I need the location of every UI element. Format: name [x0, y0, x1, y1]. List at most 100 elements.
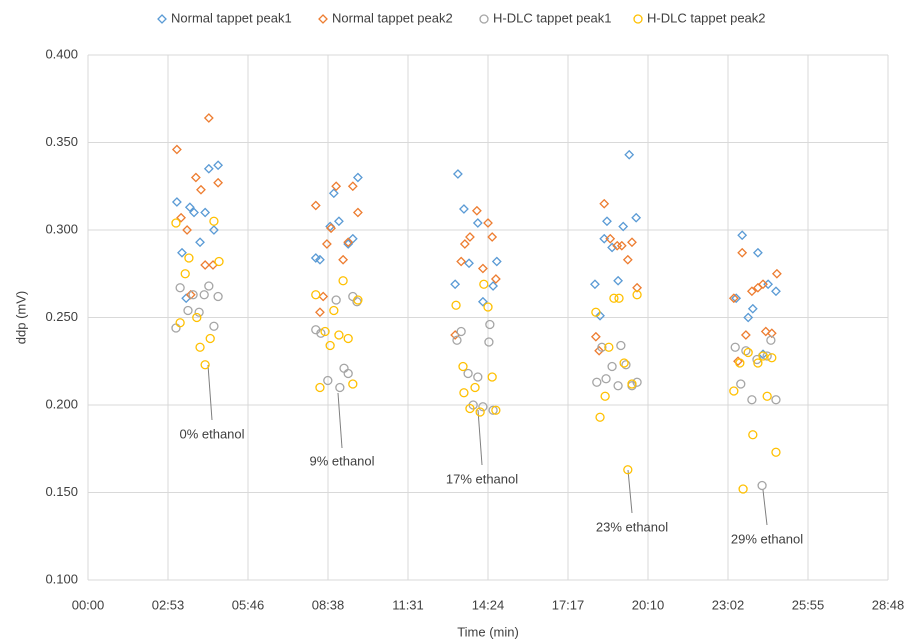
y-axis-title: ddp (mV) [13, 291, 28, 344]
legend-marker [479, 14, 489, 24]
data-point [347, 233, 358, 244]
y-tick-label: 0.200 [45, 396, 78, 411]
data-point [450, 279, 461, 290]
data-point [616, 340, 626, 351]
data-point [752, 247, 763, 258]
data-point [747, 303, 758, 314]
data-point [601, 374, 611, 384]
data-point [456, 256, 467, 267]
data-point [200, 207, 211, 218]
y-tick-label: 0.350 [45, 134, 78, 149]
data-point [459, 388, 469, 398]
annotation: 0% ethanol [179, 426, 244, 441]
data-point [604, 342, 614, 352]
data-point [728, 293, 739, 304]
x-tick-label: 17:17 [552, 597, 585, 612]
data-point [627, 379, 637, 389]
data-point [320, 326, 330, 337]
data-point [209, 216, 219, 226]
data-point [315, 307, 325, 318]
data-point [747, 395, 757, 405]
data-point [205, 333, 215, 344]
legend-marker [157, 14, 167, 24]
data-point [334, 330, 344, 340]
data-point [607, 242, 617, 253]
data-point [729, 386, 739, 396]
data-point [190, 172, 201, 183]
data-point [621, 360, 631, 370]
data-point [766, 335, 776, 345]
data-point [760, 326, 771, 337]
data-point [451, 300, 461, 310]
annotation-line [337, 392, 343, 449]
data-point [746, 286, 757, 297]
data-point [208, 260, 218, 270]
data-point [452, 169, 463, 179]
data-point [452, 335, 462, 345]
x-tick-label: 20:10 [632, 597, 665, 612]
data-point [631, 212, 642, 223]
data-point [459, 239, 470, 249]
data-point [188, 290, 198, 300]
data-point [189, 207, 199, 218]
x-tick-label: 14:24 [472, 597, 505, 612]
legend-label: Normal tappet peak1 [171, 10, 292, 25]
data-point [459, 204, 469, 214]
data-point [599, 198, 610, 209]
data-point [315, 382, 325, 393]
annotation-line [477, 409, 483, 466]
data-point [730, 342, 740, 352]
data-point [622, 254, 633, 265]
data-point [325, 340, 335, 351]
legend-label: Normal tappet peak2 [332, 10, 453, 25]
data-point [771, 395, 781, 405]
y-tick-label: 0.100 [45, 571, 78, 586]
legend-marker [318, 14, 328, 24]
data-point [353, 295, 363, 305]
data-point [331, 295, 341, 305]
data-point [478, 402, 488, 412]
data-point [632, 290, 642, 300]
data-point [176, 212, 186, 223]
data-point [741, 346, 751, 356]
data-point [175, 283, 185, 293]
data-point [182, 225, 192, 235]
y-tick-label: 0.300 [45, 221, 78, 236]
x-tick-label: 00:00 [72, 597, 105, 612]
data-point [484, 337, 494, 347]
data-point [757, 480, 767, 491]
data-point [758, 279, 768, 290]
data-point [597, 342, 607, 352]
data-point [614, 293, 624, 303]
data-point [595, 310, 605, 321]
data-point [339, 363, 349, 373]
data-point [209, 225, 219, 235]
x-tick-label: 25:55 [792, 597, 825, 612]
x-tick-label: 28:48 [872, 597, 905, 612]
data-point [180, 269, 190, 279]
x-tick-label: 05:46 [232, 597, 265, 612]
data-point [483, 218, 493, 228]
data-point [323, 375, 333, 386]
data-point [464, 258, 474, 269]
data-point [352, 207, 363, 218]
data-point [602, 216, 612, 227]
data-point [213, 160, 224, 171]
data-point [477, 263, 488, 274]
data-point [740, 330, 751, 340]
annotation: 9% ethanol [309, 453, 374, 468]
data-point [171, 218, 181, 228]
data-point [488, 405, 498, 415]
data-point [318, 291, 329, 302]
data-point [171, 323, 181, 333]
data-point [737, 247, 748, 258]
data-point [171, 144, 182, 155]
data-point [194, 307, 204, 317]
data-point [477, 296, 488, 307]
data-point [762, 391, 772, 401]
data-point [352, 172, 363, 183]
data-point [618, 221, 629, 232]
data-point [771, 286, 781, 297]
data-point [329, 305, 339, 316]
data-point [471, 205, 482, 216]
